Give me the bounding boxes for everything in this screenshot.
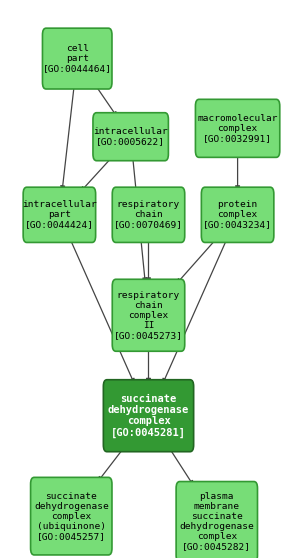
- Text: succinate
dehydrogenase
complex
(ubiquinone)
[GO:0045257]: succinate dehydrogenase complex (ubiquin…: [34, 492, 109, 541]
- FancyBboxPatch shape: [42, 28, 112, 89]
- Text: succinate
dehydrogenase
complex
[GO:0045281]: succinate dehydrogenase complex [GO:0045…: [108, 394, 189, 437]
- FancyBboxPatch shape: [112, 187, 185, 242]
- FancyBboxPatch shape: [201, 187, 274, 242]
- FancyBboxPatch shape: [103, 379, 194, 452]
- Text: cell
part
[GO:0044464]: cell part [GO:0044464]: [43, 44, 112, 73]
- FancyBboxPatch shape: [23, 187, 96, 242]
- FancyBboxPatch shape: [31, 477, 112, 555]
- Text: macromolecular
complex
[GO:0032991]: macromolecular complex [GO:0032991]: [197, 114, 278, 143]
- FancyBboxPatch shape: [195, 99, 280, 157]
- Text: intracellular
part
[GO:0044424]: intracellular part [GO:0044424]: [22, 200, 97, 229]
- Text: plasma
membrane
succinate
dehydrogenase
complex
[GO:0045282]: plasma membrane succinate dehydrogenase …: [179, 492, 254, 551]
- Text: respiratory
chain
[GO:0070469]: respiratory chain [GO:0070469]: [114, 200, 183, 229]
- FancyBboxPatch shape: [112, 279, 185, 352]
- Text: protein
complex
[GO:0043234]: protein complex [GO:0043234]: [203, 200, 272, 229]
- FancyBboxPatch shape: [93, 113, 168, 161]
- Text: respiratory
chain
complex
II
[GO:0045273]: respiratory chain complex II [GO:0045273…: [114, 291, 183, 340]
- FancyBboxPatch shape: [176, 482, 257, 558]
- Text: intracellular
[GO:0005622]: intracellular [GO:0005622]: [93, 127, 168, 146]
